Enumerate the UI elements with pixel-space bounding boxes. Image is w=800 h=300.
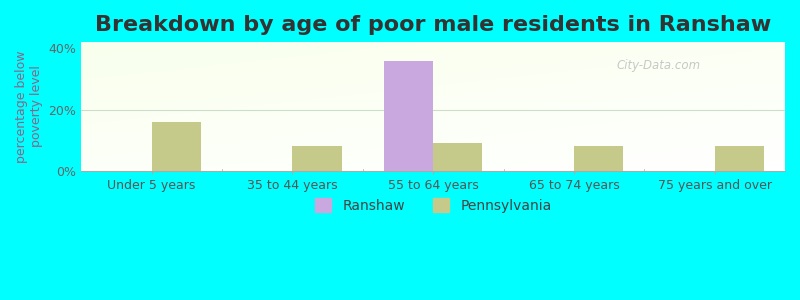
- Legend: Ranshaw, Pennsylvania: Ranshaw, Pennsylvania: [309, 192, 558, 218]
- Bar: [433, 143, 482, 171]
- Y-axis label: percentage below
poverty level: percentage below poverty level: [15, 50, 43, 163]
- Text: City-Data.com: City-Data.com: [616, 59, 700, 72]
- Title: Breakdown by age of poor male residents in Ranshaw: Breakdown by age of poor male residents …: [95, 15, 771, 35]
- Bar: [384, 61, 433, 171]
- Bar: [152, 122, 201, 171]
- Bar: [293, 146, 342, 171]
- Bar: [574, 146, 623, 171]
- Bar: [714, 146, 764, 171]
